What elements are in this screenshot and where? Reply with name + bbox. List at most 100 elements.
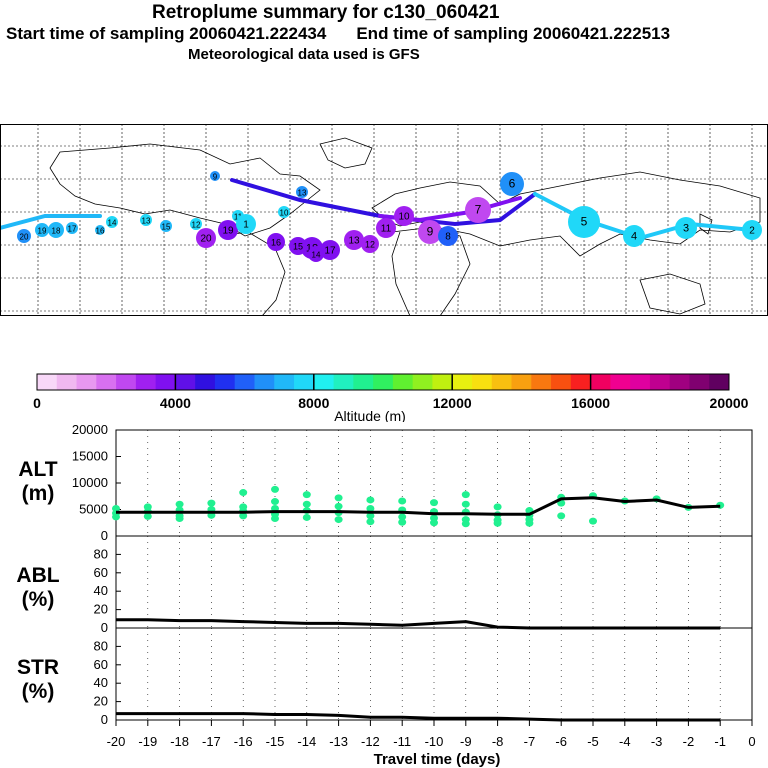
x-tick-label: -8 bbox=[492, 734, 504, 749]
x-tick-label: 0 bbox=[748, 734, 755, 749]
trajectory-marker-label: 9 bbox=[213, 173, 218, 182]
colorbar-cell bbox=[649, 374, 671, 390]
trajectory-marker-label: 11 bbox=[381, 224, 392, 235]
y-tick-label: 15000 bbox=[72, 449, 108, 464]
trajectory-marker: 10 bbox=[278, 206, 290, 218]
alt-scatter-point bbox=[366, 496, 375, 504]
trajectory-marker-dot bbox=[296, 186, 308, 198]
colorbar-cell bbox=[333, 374, 354, 390]
trajectory-marker: 4 bbox=[623, 225, 645, 247]
colorbar-cell bbox=[531, 374, 552, 390]
colorbar-cell bbox=[630, 374, 651, 390]
trajectory-marker-label: 13 bbox=[298, 189, 307, 198]
y-tick-label: 0 bbox=[101, 620, 108, 635]
trajectory-marker-dot bbox=[106, 216, 118, 228]
trajectory-marker-dot bbox=[66, 222, 78, 234]
alt-scatter-point bbox=[366, 512, 375, 520]
colorbar-cell bbox=[669, 374, 690, 390]
x-axis-label: Travel time (days) bbox=[374, 751, 501, 768]
colorbar-cell bbox=[155, 374, 176, 390]
trajectory-marker-label: 7 bbox=[475, 203, 482, 217]
colorbar-tick-label: 4000 bbox=[160, 395, 191, 411]
x-tick-label: -2 bbox=[683, 734, 695, 749]
x-tick-label: -15 bbox=[266, 734, 285, 749]
trajectory-marker-dot bbox=[308, 246, 324, 262]
trajectory-marker: 18 bbox=[48, 222, 64, 238]
colorbar-cell bbox=[412, 374, 433, 390]
trajectory-marker: 16 bbox=[95, 225, 105, 236]
panel-alt: 0 5000 10000 15000 20000 ALT(m) bbox=[18, 422, 753, 543]
trajectory-marker-label: 20 bbox=[20, 233, 29, 242]
trajectory-marker-dot bbox=[675, 217, 697, 239]
trajectory-marker-dot bbox=[48, 222, 64, 238]
x-tick-label: -16 bbox=[234, 734, 253, 749]
trajectory-marker: 5 bbox=[568, 206, 600, 238]
alt-scatter-point bbox=[557, 512, 566, 520]
colorbar-cell bbox=[511, 374, 532, 390]
colorbar-cell bbox=[175, 374, 196, 390]
trajectory-marker-label: 13 bbox=[142, 217, 151, 226]
colorbar-cell bbox=[135, 374, 157, 390]
colorbar-ticks: 0 4000 8000 12000 16000 20000 bbox=[33, 374, 749, 411]
trajectory-marker-dot bbox=[218, 220, 238, 240]
colorbar-cell bbox=[274, 374, 295, 390]
trajectory-markers: 2019181716151413121110139201918171615141… bbox=[17, 171, 762, 262]
colorbar-cell bbox=[452, 374, 473, 390]
colorbar-tick-label: 12000 bbox=[433, 395, 472, 411]
y-tick-label: 0 bbox=[101, 712, 108, 727]
trajectory-marker: 8 bbox=[438, 226, 458, 246]
trajectory-marker-label: 17 bbox=[68, 225, 77, 234]
y-tick-label: 80 bbox=[94, 546, 108, 561]
colorbar-cell bbox=[432, 374, 453, 390]
alt-scatter-point bbox=[461, 520, 470, 528]
trajectory-marker: 17 bbox=[66, 222, 78, 234]
trajectory-marker: 20 bbox=[196, 228, 216, 248]
trajectory-marker-dot bbox=[160, 220, 172, 232]
x-tick-label: -17 bbox=[202, 734, 221, 749]
trajectory-marker-label: 16 bbox=[271, 238, 281, 248]
trajectory-marker: 11 bbox=[376, 218, 396, 238]
sampling-times: Start time of sampling 20060421.222434 En… bbox=[6, 24, 768, 44]
trajectory-marker: 17 bbox=[320, 240, 340, 260]
x-tick-label: -11 bbox=[393, 734, 411, 749]
colorbar-cell bbox=[590, 374, 611, 390]
trajectory-marker-label: 14 bbox=[312, 251, 321, 260]
met-data-label: Meteorological data used is GFS bbox=[188, 46, 420, 63]
alt-scatter-point bbox=[112, 513, 120, 521]
alt-scatter-point bbox=[143, 512, 152, 520]
trajectory-marker-label: 1 bbox=[243, 220, 249, 231]
trajectory-marker: 15 bbox=[289, 237, 307, 255]
trajectory-marker-dot bbox=[568, 206, 600, 238]
trajectory-marker-dot bbox=[742, 220, 762, 240]
panel-unit: (m) bbox=[22, 482, 55, 505]
panel-label: ABL bbox=[16, 564, 59, 587]
trajectory-marker: 1 bbox=[236, 214, 256, 234]
trajectory-marker-label: 19 bbox=[222, 226, 234, 237]
trajectory-marker-dot bbox=[394, 206, 414, 226]
alt-scatter-point bbox=[207, 499, 216, 507]
colorbar-cell bbox=[254, 374, 275, 390]
trajectory-marker-dot bbox=[196, 228, 216, 248]
panel-label: ALT bbox=[18, 458, 57, 481]
trajectory-marker-dot bbox=[623, 225, 645, 247]
trajectory-marker-label: 13 bbox=[348, 236, 360, 247]
start-time-label: Start time of sampling 20060421.222434 bbox=[6, 24, 327, 43]
alt-scatter-point bbox=[366, 504, 375, 512]
alt-scatter-point bbox=[271, 498, 279, 506]
x-tick-label: -19 bbox=[138, 734, 157, 749]
trajectory-marker-label: 4 bbox=[631, 231, 637, 243]
colorbar-tick-label: 0 bbox=[33, 395, 41, 411]
y-tick-label: 60 bbox=[94, 565, 108, 580]
colorbar-cell bbox=[96, 374, 117, 390]
trajectory-marker-dot bbox=[95, 225, 105, 235]
alt-scatter-point bbox=[430, 499, 438, 507]
trajectory-marker-dot bbox=[190, 218, 202, 230]
panel-series-line bbox=[116, 712, 721, 722]
x-tick-label: -3 bbox=[651, 734, 663, 749]
x-tick-label: -7 bbox=[524, 734, 536, 749]
panel-label: STR bbox=[17, 656, 59, 679]
alt-scatter-point bbox=[589, 517, 597, 525]
trajectory-marker: 13 bbox=[140, 214, 152, 226]
x-tick-label: -6 bbox=[555, 734, 567, 749]
colorbar-tick-label: 20000 bbox=[710, 395, 749, 411]
